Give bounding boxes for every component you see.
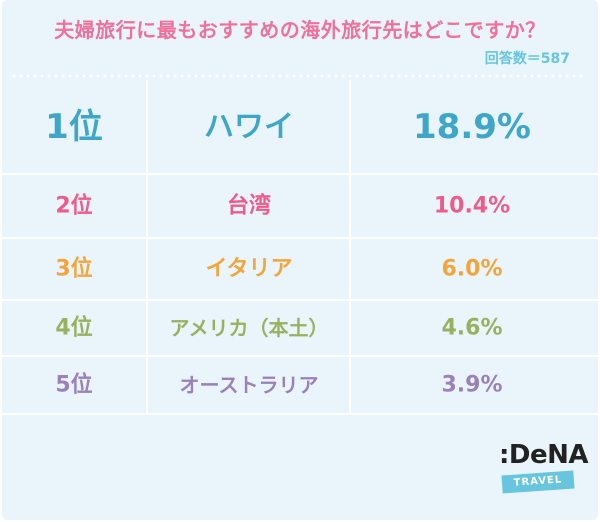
percent-value: 4.6% xyxy=(441,316,502,341)
destination-name: オーストラリア xyxy=(180,373,319,397)
percent-value: 10.4% xyxy=(434,194,510,219)
survey-question-title: 夫婦旅行に最もおすすめの海外旅行先はどこですか？ xyxy=(54,18,546,42)
rank-label: 5位 xyxy=(55,372,92,398)
percent-value: 18.9% xyxy=(413,107,531,147)
respondent-count: 回答数＝587 xyxy=(484,51,570,67)
destination-name: イタリア xyxy=(205,257,292,282)
rank-label: 4位 xyxy=(55,315,92,341)
destination-name: アメリカ（本土） xyxy=(170,316,329,340)
dena-logo: :DeNA xyxy=(499,440,589,470)
rank-label: 2位 xyxy=(55,193,92,219)
rank-label: 1位 xyxy=(45,107,103,147)
destination-name: ハワイ xyxy=(204,110,294,145)
percent-value: 3.9% xyxy=(441,373,502,398)
destination-name: 台湾 xyxy=(227,193,271,219)
percent-value: 6.0% xyxy=(441,257,502,282)
rank-label: 3位 xyxy=(55,256,92,282)
